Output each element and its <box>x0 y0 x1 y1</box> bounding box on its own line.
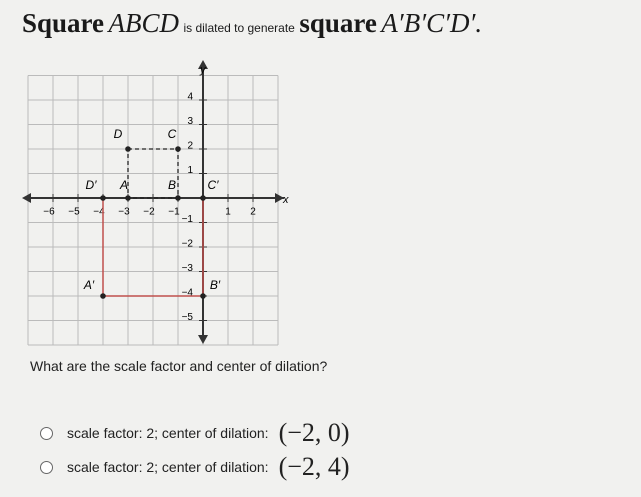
title: Square ABCD is dilated to generate squar… <box>22 8 482 39</box>
title-word: Square <box>22 8 105 38</box>
point <box>175 146 181 152</box>
y-tick-label: 3 <box>187 116 193 127</box>
point-label: D <box>114 127 123 141</box>
y-tick-label: 4 <box>187 92 193 103</box>
y-tick-label: −2 <box>182 239 194 250</box>
point <box>175 195 181 201</box>
x-tick-label: 1 <box>225 207 231 218</box>
point-label: A <box>119 178 128 192</box>
graph: x y −6 −5 −4 −3 −2 −1 1 2 4 3 2 1 −1 −2 −3 −4 −5 D C D′ A B C′ A′… <box>22 60 289 346</box>
title-name: A′B′C′D′. <box>381 8 483 38</box>
point-label: B <box>168 178 176 192</box>
question: What are the scale factor and center of … <box>30 358 328 374</box>
x-tick-label: −1 <box>168 207 180 218</box>
point <box>200 293 206 299</box>
x-tick-label: −2 <box>143 207 155 218</box>
option-math: (−2, 0) <box>278 418 350 447</box>
point <box>100 195 106 201</box>
square-image <box>102 198 204 297</box>
axis-label: y <box>199 64 207 76</box>
point-label: D′ <box>86 178 98 192</box>
point-label: C <box>168 127 177 141</box>
y-tick-label: 2 <box>187 141 193 152</box>
point-label: A′ <box>83 278 95 292</box>
point <box>100 293 106 299</box>
option-math: (−2, 4) <box>278 452 350 481</box>
title-name: ABCD <box>108 8 179 38</box>
point <box>125 195 131 201</box>
axis-label: x <box>282 194 289 206</box>
option[interactable]: scale factor: 2; center of dilation: (−2… <box>40 452 350 482</box>
option-text: scale factor: 2; center of dilation: <box>67 459 269 475</box>
y-tick-label: 1 <box>187 165 193 176</box>
y-tick-label: −4 <box>182 288 194 299</box>
x-tick-label: −6 <box>43 207 55 218</box>
x-tick-label: −5 <box>68 207 80 218</box>
option[interactable]: scale factor: 2; center of dilation: (−2… <box>40 418 350 448</box>
option-text: scale factor: 2; center of dilation: <box>67 425 269 441</box>
title-middle: is dilated to generate <box>183 21 295 35</box>
y-tick-label: −5 <box>182 312 194 323</box>
y-tick-label: −3 <box>182 263 194 274</box>
x-tick-label: 2 <box>250 207 256 218</box>
y-tick-label: −1 <box>182 214 194 225</box>
x-tick-label: −3 <box>118 207 130 218</box>
point-label: C′ <box>208 178 220 192</box>
radio[interactable] <box>40 426 53 440</box>
title-word: square <box>299 8 377 38</box>
radio[interactable] <box>40 460 53 474</box>
point <box>125 146 131 152</box>
x-tick-label: −4 <box>93 207 105 218</box>
point-label: B′ <box>210 278 221 292</box>
point <box>200 195 206 201</box>
